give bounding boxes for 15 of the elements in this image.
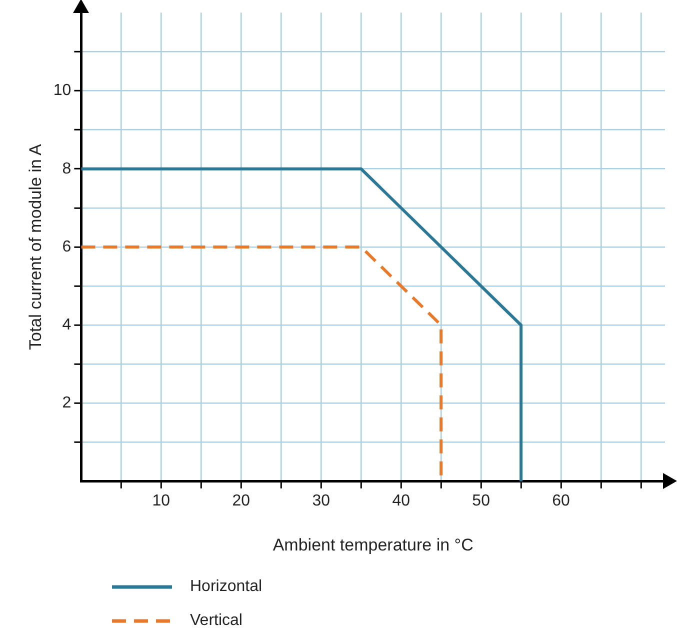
y-tick-label: 2 — [62, 394, 72, 412]
y-tick-label: 8 — [62, 160, 72, 178]
x-tick-label: 50 — [472, 492, 490, 510]
x-axis-title: Ambient temperature in °C — [272, 535, 474, 554]
x-tick-label: 40 — [392, 492, 410, 510]
x-tick-label: 60 — [552, 492, 570, 510]
y-tick-label: 4 — [62, 316, 72, 334]
y-tick-label: 6 — [62, 238, 72, 256]
x-tick-label: 10 — [152, 492, 170, 510]
x-tick-label: 30 — [312, 492, 330, 510]
legend-label: Horizontal — [190, 578, 262, 596]
y-tick-label: 10 — [53, 82, 72, 100]
x-tick-label: 20 — [232, 492, 250, 510]
legend-label: Vertical — [190, 612, 242, 630]
y-axis-title: Total current of module in A — [26, 143, 45, 350]
